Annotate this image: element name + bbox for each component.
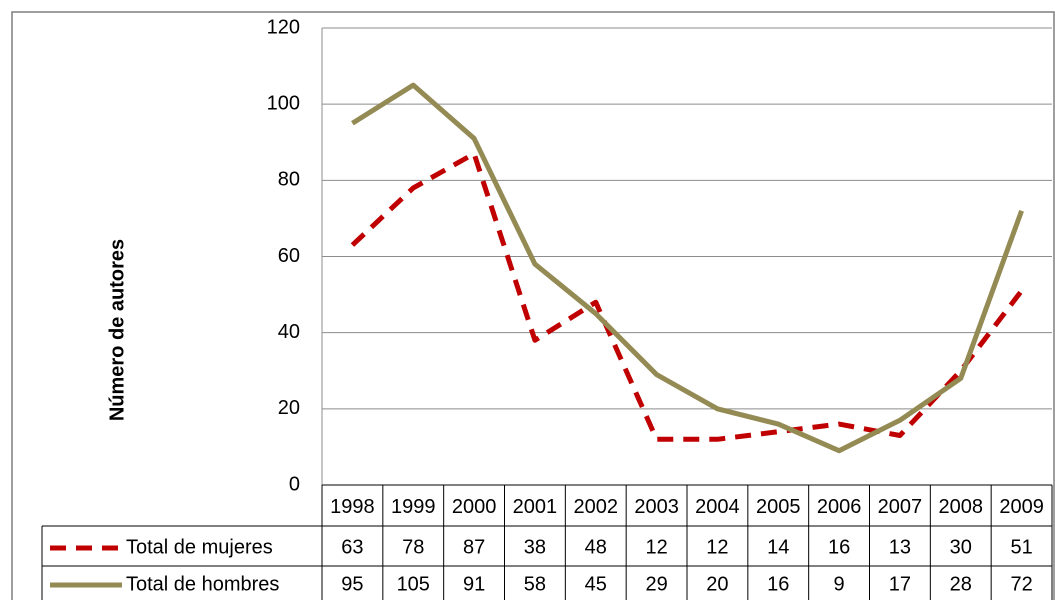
x-tick-label: 2003 [634, 496, 679, 518]
data-label: 95 [341, 573, 363, 595]
data-label: 91 [463, 573, 485, 595]
x-tick-label: 2002 [574, 496, 619, 518]
x-tick-label: 1999 [391, 496, 436, 518]
data-label: 29 [645, 573, 667, 595]
data-label: 14 [767, 536, 789, 558]
y-tick-label: 40 [278, 321, 300, 343]
legend-label: Total de mujeres [126, 536, 273, 558]
y-tick-label: 120 [267, 16, 300, 38]
x-tick-label: 2008 [939, 496, 984, 518]
y-tick-label: 0 [289, 473, 300, 495]
y-tick-label: 100 [267, 92, 300, 114]
chart-border [11, 11, 1055, 600]
data-label: 9 [834, 573, 845, 595]
data-label: 87 [463, 536, 485, 558]
data-label: 13 [889, 536, 911, 558]
data-label: 30 [950, 536, 972, 558]
x-tick-label: 2009 [999, 496, 1044, 518]
data-label: 72 [1010, 573, 1032, 595]
data-label: 16 [828, 536, 850, 558]
y-tick-label: 80 [278, 169, 300, 191]
data-label: 105 [397, 573, 430, 595]
x-tick-label: 2001 [513, 496, 558, 518]
data-label: 38 [524, 536, 546, 558]
data-label: 51 [1010, 536, 1032, 558]
data-label: 45 [585, 573, 607, 595]
data-label: 12 [645, 536, 667, 558]
data-label: 58 [524, 573, 546, 595]
data-label: 12 [706, 536, 728, 558]
data-label: 28 [950, 573, 972, 595]
series-line [351, 82, 1024, 454]
x-tick-label: 2000 [452, 496, 497, 518]
x-tick-label: 2004 [695, 496, 740, 518]
y-tick-label: 60 [278, 245, 300, 267]
legend-label: Total de hombres [126, 573, 279, 595]
data-label: 78 [402, 536, 424, 558]
x-tick-label: 2007 [878, 496, 923, 518]
data-label: 63 [341, 536, 363, 558]
y-axis-label: Número de autores [106, 239, 128, 421]
x-tick-label: 2006 [817, 496, 862, 518]
x-tick-label: 1998 [330, 496, 375, 518]
series-line [350, 151, 1024, 442]
y-tick-label: 20 [278, 397, 300, 419]
data-label: 17 [889, 573, 911, 595]
data-label: 20 [706, 573, 728, 595]
x-tick-label: 2005 [756, 496, 801, 518]
data-label: 48 [585, 536, 607, 558]
data-label: 16 [767, 573, 789, 595]
